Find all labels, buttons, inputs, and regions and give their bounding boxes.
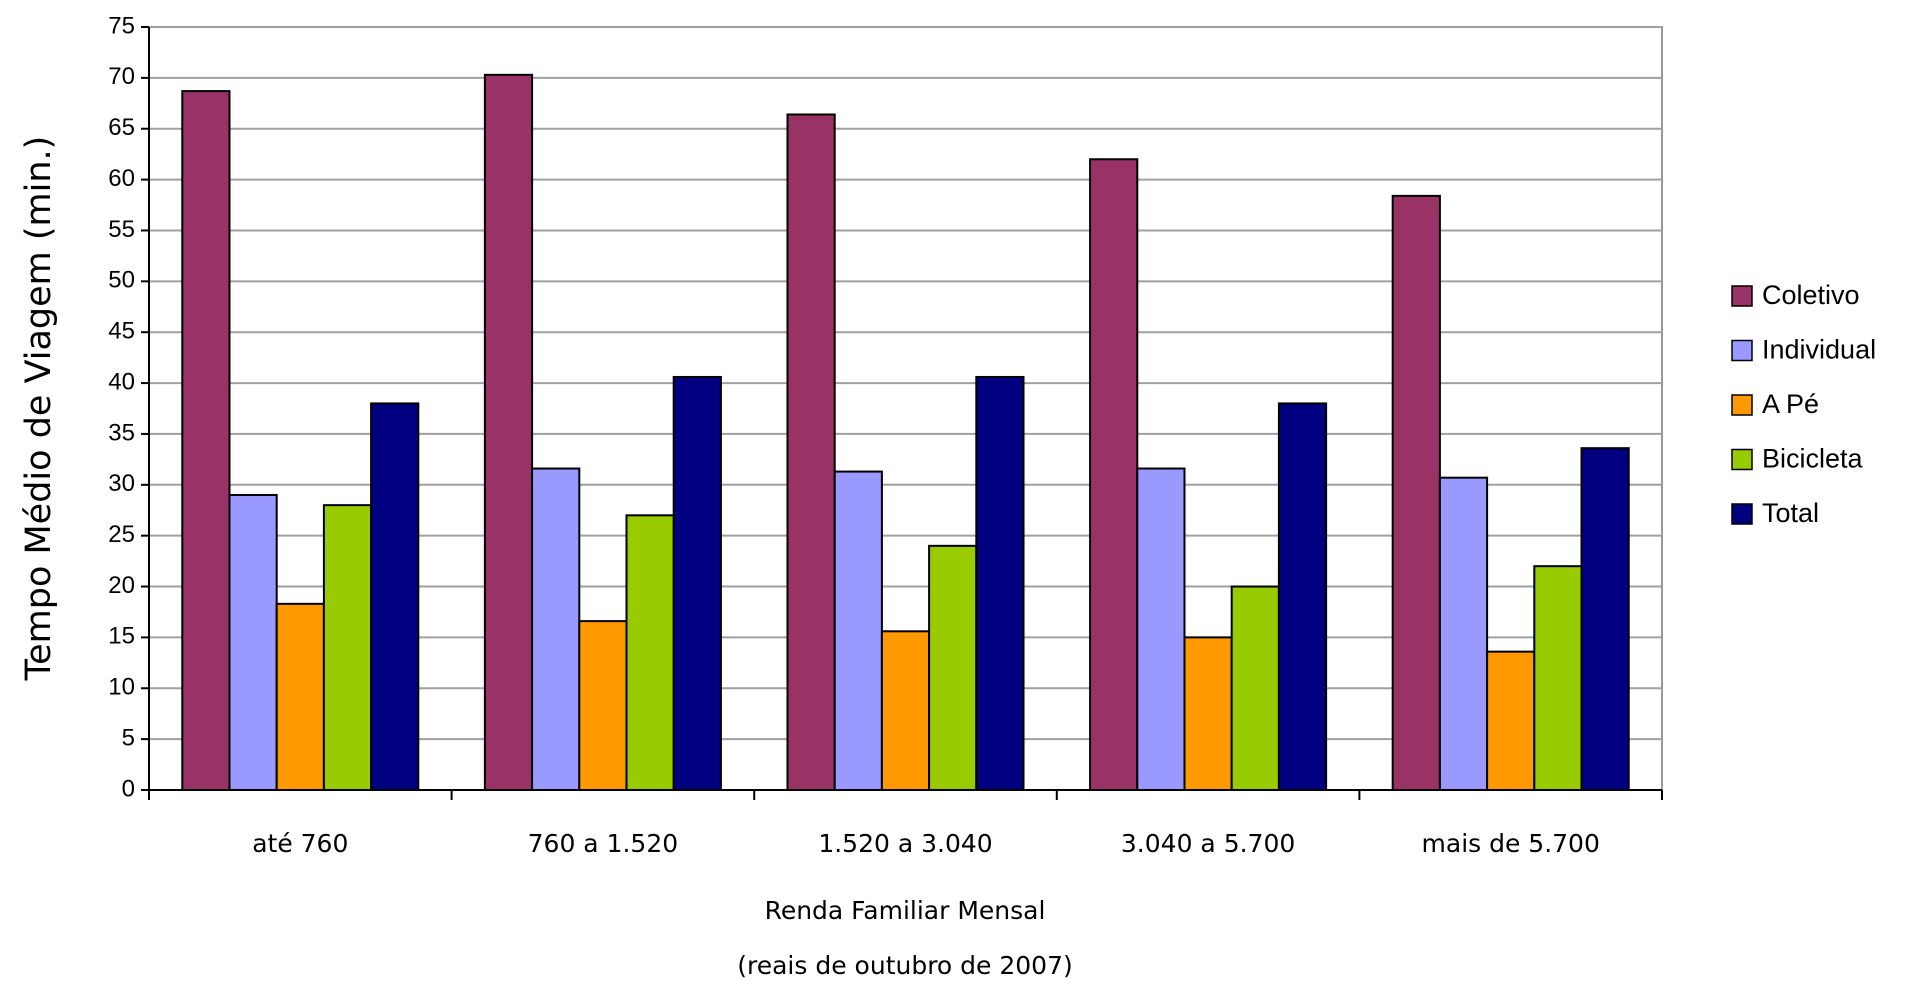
legend-label: Bicicleta	[1762, 444, 1864, 474]
x-tick-label: 1.520 a 3.040	[818, 829, 992, 858]
y-tick-label: 55	[108, 216, 135, 243]
bar	[625, 514, 675, 791]
x-tick-label: mais de 5.700	[1422, 829, 1600, 858]
x-tick-label: até 760	[252, 829, 348, 858]
bar	[1136, 467, 1186, 791]
y-tick-label: 50	[108, 267, 135, 294]
x-tick-label: 760 a 1.520	[528, 829, 679, 858]
bar	[275, 602, 325, 791]
y-tick-label: 15	[108, 623, 135, 650]
y-tick-label: 35	[108, 419, 135, 446]
bar	[672, 375, 722, 791]
legend-label: Individual	[1762, 335, 1876, 365]
bar	[370, 402, 420, 791]
legend-swatch	[1731, 285, 1753, 307]
legend-label: Total	[1762, 498, 1819, 528]
bar	[1486, 650, 1536, 791]
bar	[880, 630, 931, 792]
bar	[1438, 476, 1489, 791]
y-tick-label: 30	[108, 470, 135, 497]
bar	[1533, 565, 1583, 791]
y-tick-label: 10	[108, 674, 135, 701]
y-axis-title: Tempo Médio de Viagem (min.)	[19, 136, 59, 682]
bar	[975, 375, 1025, 791]
bar	[786, 113, 836, 792]
bar	[928, 544, 978, 792]
legend-label: Coletivo	[1762, 280, 1860, 310]
y-tick-label: 40	[108, 368, 135, 395]
y-tick-label: 60	[108, 165, 135, 192]
bar	[1089, 158, 1139, 791]
legend-swatch	[1731, 503, 1753, 525]
legend-swatch	[1731, 339, 1753, 362]
bar	[1277, 402, 1328, 791]
y-tick-label: 5	[122, 724, 135, 751]
bar	[1580, 447, 1630, 791]
bar	[228, 493, 278, 791]
x-tick-label: 3.040 a 5.700	[1121, 829, 1295, 858]
y-tick-label: 70	[108, 63, 135, 90]
bar	[1183, 636, 1233, 792]
bar	[833, 470, 883, 791]
y-tick-label: 65	[108, 114, 135, 141]
legend-swatch	[1731, 448, 1753, 471]
bar	[483, 73, 534, 792]
y-tick-label: 25	[108, 521, 135, 548]
y-tick-label: 0	[122, 775, 135, 802]
y-tick-label: 45	[108, 318, 135, 345]
bar	[1391, 194, 1441, 792]
bar	[1230, 585, 1280, 791]
bar	[578, 620, 628, 792]
y-tick-label: 20	[108, 572, 135, 599]
bar	[531, 467, 581, 791]
x-axis-title: Renda Familiar Mensal	[765, 896, 1046, 925]
legend-swatch	[1731, 394, 1753, 416]
y-tick-label: 75	[108, 12, 135, 39]
x-axis-subtitle: (reais de outubro de 2007)	[737, 951, 1073, 980]
legend-label: A Pé	[1762, 389, 1819, 419]
bar	[181, 90, 231, 792]
bar	[322, 504, 373, 791]
